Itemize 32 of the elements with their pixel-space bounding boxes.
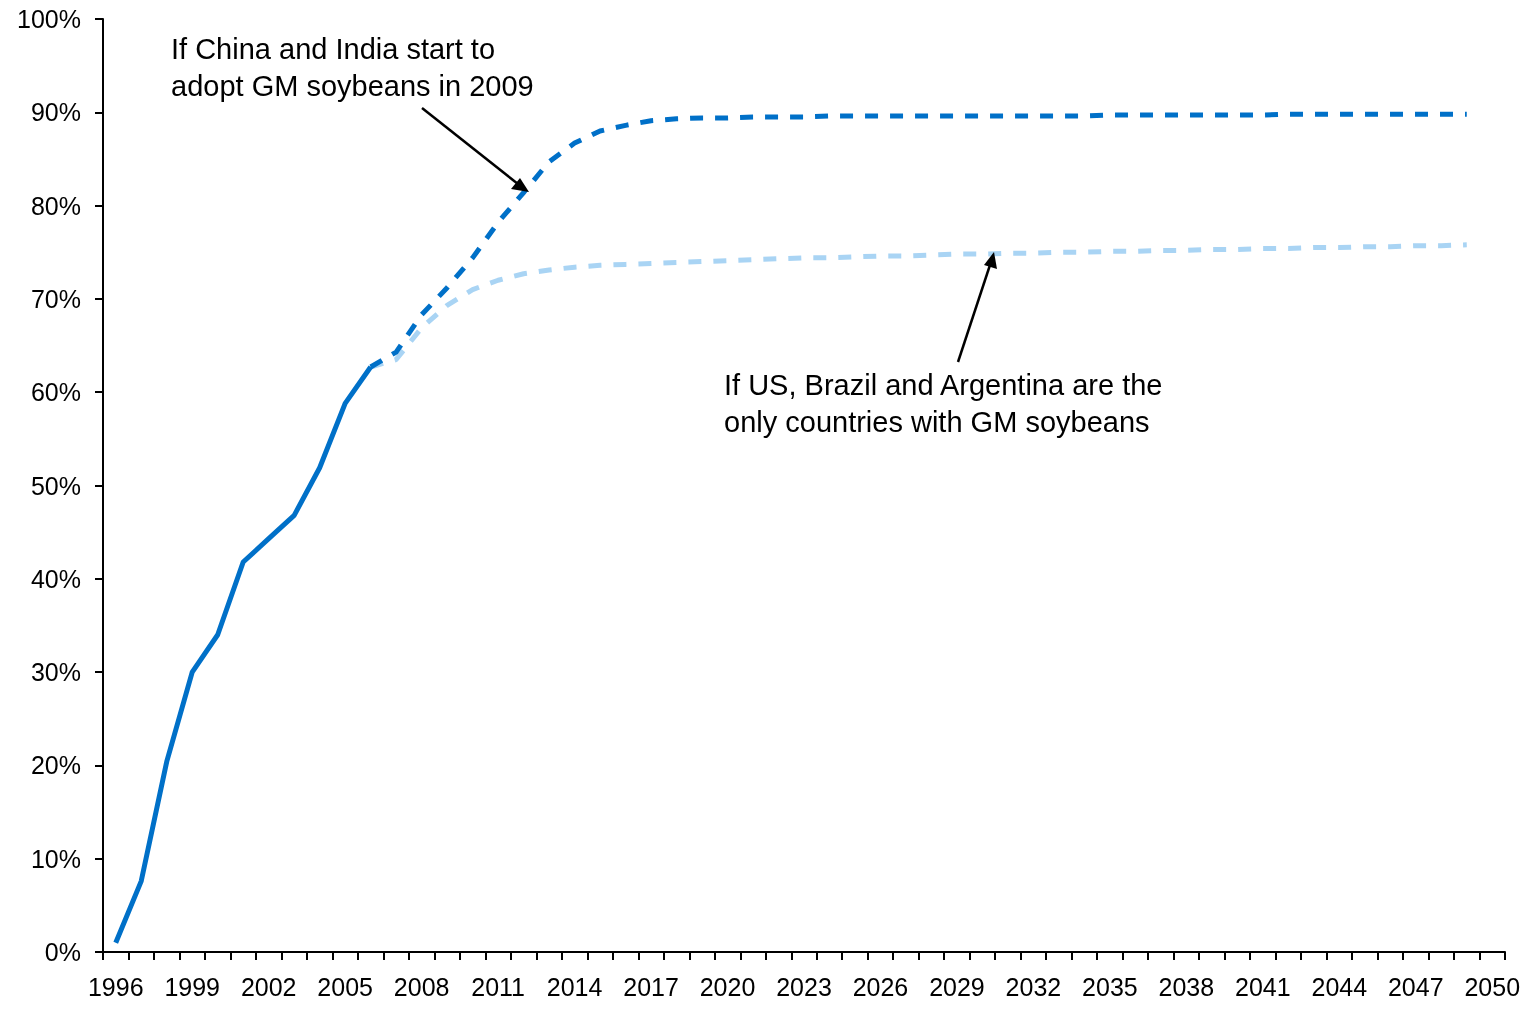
x-tick-label: 2002 — [240, 972, 297, 1001]
x-tick-label: 1996 — [87, 972, 144, 1001]
y-tick-label: 60% — [30, 378, 81, 407]
x-tick-label: 2038 — [1158, 972, 1215, 1001]
annotation: If China and India start to adopt GM soybeans in 2009 — [171, 32, 534, 102]
y-tick-label: 20% — [30, 751, 81, 780]
y-tick-label: 90% — [30, 98, 81, 127]
y-tick-label: 40% — [30, 564, 81, 593]
y-tick-label: 0% — [44, 938, 81, 966]
x-tick-label: 2050 — [1464, 972, 1521, 1001]
x-tick-label: 2041 — [1235, 972, 1291, 1001]
x-tick-label: 2008 — [393, 972, 450, 1001]
y-tick-label: 100% — [17, 5, 81, 33]
x-tick-label: 2035 — [1082, 972, 1138, 1001]
y-tick-label: 70% — [30, 284, 81, 313]
x-tick-label: 2032 — [1005, 972, 1062, 1001]
y-tick-label: 80% — [30, 191, 81, 220]
x-tick-label: 2020 — [699, 972, 756, 1001]
x-tick-label: 2047 — [1387, 972, 1444, 1001]
annotation: If US, Brazil and Argentina are the only countries with GM soybeans — [724, 368, 1163, 438]
x-tick-label: 2017 — [623, 972, 679, 1001]
x-tick-label: 2014 — [546, 972, 603, 1001]
x-tick-label: 1999 — [164, 972, 221, 1001]
x-tick-label: 2011 — [471, 972, 525, 1001]
y-tick-label: 50% — [30, 471, 81, 500]
x-tick-label: 2005 — [317, 972, 373, 1001]
x-tick-label: 2026 — [852, 972, 909, 1001]
y-tick-label: 30% — [30, 658, 81, 687]
x-tick-label: 2044 — [1311, 972, 1368, 1001]
y-tick-label: 10% — [30, 844, 81, 873]
x-tick-label: 2023 — [776, 972, 832, 1001]
x-tick-label: 2029 — [929, 972, 985, 1001]
